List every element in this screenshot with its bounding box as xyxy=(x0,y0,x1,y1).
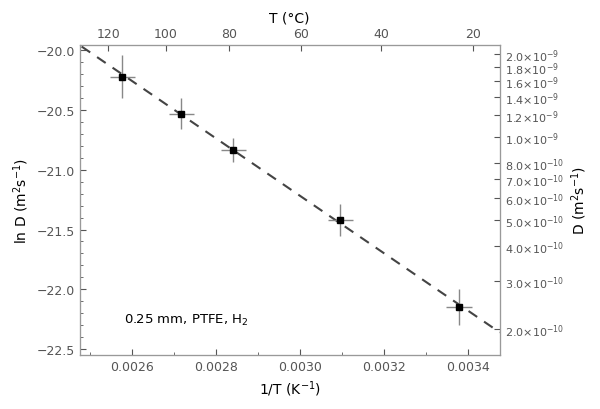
Y-axis label: ln D (m$^2$s$^{-1}$): ln D (m$^2$s$^{-1}$) xyxy=(11,157,31,243)
X-axis label: T (°C): T (°C) xyxy=(269,11,310,25)
X-axis label: 1/T (K$^{-1}$): 1/T (K$^{-1}$) xyxy=(259,378,320,398)
Y-axis label: D (m$^2$s$^{-1}$): D (m$^2$s$^{-1}$) xyxy=(569,166,589,235)
Text: 0.25 mm, PTFE, H$_2$: 0.25 mm, PTFE, H$_2$ xyxy=(124,312,248,327)
